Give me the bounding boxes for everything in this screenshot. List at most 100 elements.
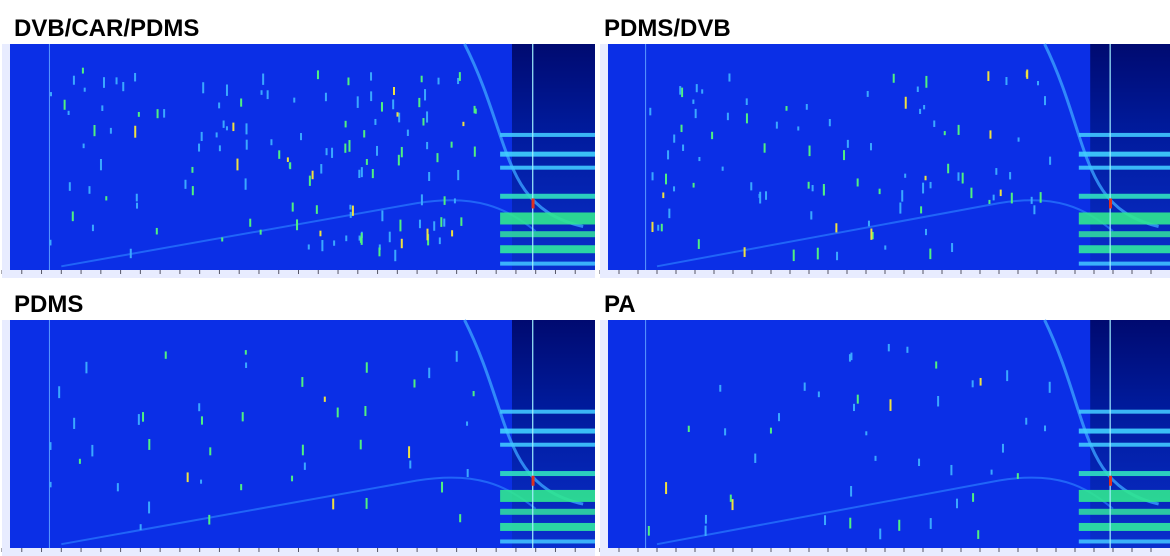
- spot: [750, 182, 753, 191]
- band: [1078, 428, 1170, 434]
- spot: [49, 239, 52, 246]
- plot-background: [2, 44, 595, 278]
- chromatogram: [599, 43, 1170, 278]
- spot: [58, 386, 61, 399]
- band: [500, 193, 595, 199]
- band: [500, 489, 595, 502]
- spot: [115, 77, 118, 85]
- spot: [807, 181, 810, 189]
- spot: [935, 361, 938, 369]
- spot: [1039, 192, 1042, 203]
- spot: [325, 148, 328, 156]
- spot: [1049, 156, 1052, 165]
- spot: [400, 146, 403, 158]
- spot: [129, 248, 132, 259]
- spot: [999, 189, 1002, 197]
- spot: [222, 120, 225, 128]
- spot: [797, 126, 800, 131]
- spot: [301, 377, 304, 387]
- spot: [307, 244, 310, 250]
- spot: [665, 173, 668, 185]
- spot: [200, 479, 203, 484]
- spot: [376, 145, 379, 156]
- spot: [668, 208, 671, 219]
- spot: [852, 403, 855, 412]
- spot: [1005, 77, 1008, 86]
- spot: [937, 395, 940, 407]
- spot: [184, 179, 187, 189]
- spot: [218, 145, 221, 152]
- spot: [365, 497, 368, 509]
- spot: [849, 517, 852, 529]
- spot: [135, 193, 138, 202]
- spot: [365, 159, 368, 165]
- spot: [191, 186, 194, 196]
- spot: [865, 431, 868, 436]
- spot: [887, 343, 890, 352]
- spot: [105, 196, 108, 201]
- spot: [300, 133, 303, 141]
- spot: [667, 150, 670, 160]
- spot: [987, 71, 990, 82]
- spot: [101, 105, 104, 111]
- spot: [221, 237, 224, 242]
- spot: [349, 204, 352, 210]
- spot: [1030, 196, 1033, 204]
- band: [1078, 151, 1170, 157]
- spot: [137, 414, 140, 425]
- spot: [906, 346, 909, 353]
- spot: [856, 178, 859, 187]
- spot: [374, 118, 377, 125]
- spot: [920, 206, 923, 214]
- spot: [977, 530, 980, 539]
- spot: [694, 108, 697, 119]
- spot: [453, 198, 456, 204]
- spot: [651, 172, 654, 181]
- spot: [711, 131, 714, 140]
- spot: [67, 110, 70, 115]
- chromatogram: [1, 319, 595, 556]
- spot: [989, 130, 992, 139]
- band: [500, 539, 595, 544]
- spot: [828, 119, 831, 127]
- spot: [665, 482, 668, 495]
- spot: [364, 405, 367, 417]
- spot: [240, 98, 243, 107]
- spot: [871, 231, 874, 240]
- spot: [651, 221, 654, 232]
- spot: [244, 178, 247, 190]
- spot: [682, 144, 685, 151]
- spot: [879, 528, 882, 540]
- spot: [765, 191, 768, 200]
- spot: [867, 220, 870, 227]
- band: [500, 471, 595, 477]
- spot: [344, 120, 347, 128]
- spot: [63, 99, 66, 110]
- spot: [924, 228, 927, 236]
- spot: [866, 90, 869, 97]
- chromatogram: [1, 43, 595, 278]
- band: [1078, 409, 1170, 414]
- spot: [78, 458, 81, 464]
- spot: [215, 132, 218, 138]
- spot: [440, 217, 443, 227]
- spot: [846, 139, 849, 148]
- band: [500, 132, 595, 137]
- spot: [443, 196, 446, 205]
- spot: [662, 192, 665, 199]
- spot: [259, 229, 262, 235]
- spot: [148, 438, 151, 450]
- spot: [874, 455, 877, 461]
- spot: [816, 247, 819, 260]
- spot: [901, 190, 904, 202]
- spot: [163, 109, 166, 118]
- plot-background: [600, 320, 1170, 556]
- spot: [679, 86, 682, 95]
- spot: [918, 458, 921, 467]
- spot: [396, 112, 399, 117]
- spot: [459, 514, 462, 523]
- peak: [531, 475, 535, 486]
- spot: [321, 240, 324, 252]
- spot: [413, 379, 416, 388]
- spot: [472, 391, 475, 397]
